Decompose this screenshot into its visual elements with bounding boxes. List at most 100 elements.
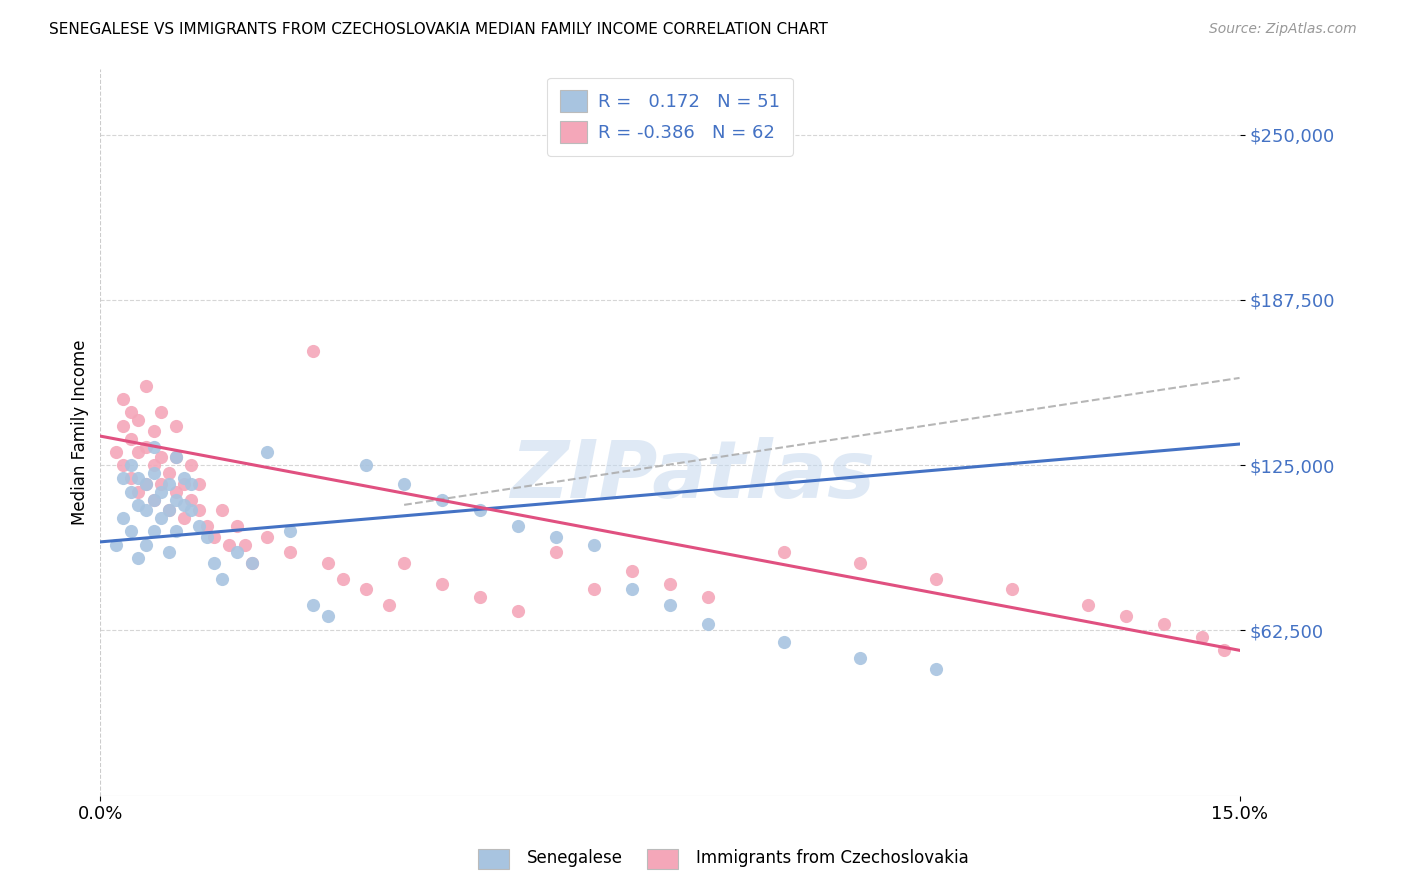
Point [582,582,605,597]
Point [127,498,149,512]
Point [1077,599,1099,613]
Point [378,599,401,613]
Point [256,445,278,459]
Point [278,545,301,559]
Point [180,476,202,491]
Point [135,476,157,491]
Point [202,556,225,570]
Point [135,379,157,393]
Point [127,550,149,565]
Point [180,458,202,473]
Point [658,577,681,591]
Point [430,577,453,591]
Point [180,503,202,517]
Point [506,519,529,533]
Point [112,471,135,485]
Point [112,392,135,406]
Point [195,519,218,533]
Point [302,344,325,359]
Point [104,537,127,551]
Y-axis label: Median Family Income: Median Family Income [72,339,89,524]
Point [135,503,157,517]
Point [165,524,187,539]
Point [142,466,165,480]
Point [354,458,377,473]
Point [773,635,796,649]
Point [165,492,187,507]
Point [165,418,187,433]
Text: Immigrants from Czechoslovakia: Immigrants from Czechoslovakia [696,849,969,867]
Point [316,556,339,570]
Point [392,556,415,570]
Point [173,498,195,512]
Point [430,492,453,507]
Point [211,503,233,517]
Point [150,405,173,419]
Point [135,537,157,551]
Point [173,511,195,525]
Point [142,492,165,507]
Point [1191,630,1213,644]
Point [157,545,180,559]
Text: SENEGALESE VS IMMIGRANTS FROM CZECHOSLOVAKIA MEDIAN FAMILY INCOME CORRELATION CH: SENEGALESE VS IMMIGRANTS FROM CZECHOSLOV… [49,22,828,37]
Point [112,418,135,433]
Point [104,445,127,459]
Point [135,476,157,491]
Point [112,511,135,525]
Point [925,572,948,586]
Point [620,582,643,597]
Point [120,432,142,446]
Point [173,471,195,485]
Point [1001,582,1024,597]
Point [240,556,263,570]
Point [188,476,211,491]
Text: Senegalese: Senegalese [527,849,623,867]
Point [165,450,187,465]
Point [157,466,180,480]
Point [188,519,211,533]
Point [233,537,256,551]
Point [468,591,491,605]
Point [150,450,173,465]
Point [1213,643,1236,657]
Point [127,484,149,499]
Point [157,476,180,491]
Point [157,503,180,517]
Point [544,530,567,544]
Point [150,511,173,525]
Point [112,458,135,473]
Point [211,572,233,586]
Point [150,484,173,499]
Legend: R =   0.172   N = 51, R = -0.386   N = 62: R = 0.172 N = 51, R = -0.386 N = 62 [547,78,793,156]
Text: Source: ZipAtlas.com: Source: ZipAtlas.com [1209,22,1357,37]
Point [188,503,211,517]
Point [696,591,718,605]
Point [696,616,718,631]
Point [120,471,142,485]
Point [468,503,491,517]
Point [773,545,796,559]
Point [120,484,142,499]
Point [120,524,142,539]
Text: ZIPatlas: ZIPatlas [510,437,875,515]
Point [142,458,165,473]
Point [165,484,187,499]
Point [218,537,240,551]
Point [195,530,218,544]
Point [120,458,142,473]
Point [142,424,165,438]
Point [150,476,173,491]
Point [1115,609,1137,624]
Point [142,492,165,507]
Point [256,530,278,544]
Point [127,471,149,485]
Point [278,524,301,539]
Point [226,545,249,559]
Point [142,440,165,454]
Point [332,572,354,586]
Point [392,476,415,491]
Point [226,519,249,533]
Point [316,609,339,624]
Point [582,537,605,551]
Point [1153,616,1175,631]
